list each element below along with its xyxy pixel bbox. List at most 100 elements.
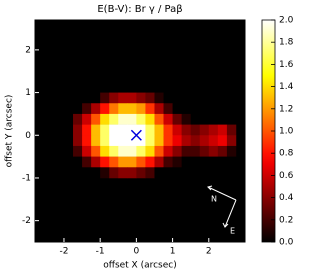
- heatmap-cell: [100, 92, 110, 104]
- heatmap-cell: [73, 103, 83, 115]
- heatmap-cell: [91, 135, 101, 147]
- heatmap-cell: [208, 135, 219, 147]
- heatmap-cell: [82, 103, 92, 115]
- heatmap-cell: [190, 92, 201, 104]
- heatmap-cell: [73, 92, 83, 104]
- x-tick-label: 2: [206, 247, 212, 257]
- x-tick-label: 1: [170, 247, 176, 257]
- heatmap-cell: [163, 135, 173, 147]
- heatmap-cell: [127, 135, 137, 147]
- heatmap-cell: [154, 145, 164, 157]
- heatmap-cell: [154, 135, 164, 147]
- heatmap-cell: [226, 156, 237, 168]
- heatmap-cell: [181, 167, 191, 179]
- colorbar-tick-label: 0.2: [279, 215, 293, 225]
- heatmap-cell: [109, 145, 119, 157]
- heatmap-cell: [73, 167, 83, 179]
- colorbar-tick-label: 1.8: [279, 38, 294, 48]
- heatmap-cell: [181, 135, 191, 147]
- heatmap-cell: [109, 92, 119, 104]
- chart: N E E(B-V): Br γ / Paβ offset X (arcsec)…: [5, 4, 294, 271]
- heatmap-cell: [118, 167, 128, 179]
- compass-north: N: [211, 195, 217, 204]
- heatmap-cell: [154, 113, 164, 125]
- heatmap-cell: [208, 92, 219, 104]
- heatmap-cell: [127, 145, 137, 157]
- heatmap-cell: [199, 135, 210, 147]
- heatmap-cell: [208, 167, 219, 179]
- heatmap-cell: [82, 92, 92, 104]
- heatmap-cell: [217, 156, 228, 168]
- heatmap-cell: [91, 145, 101, 157]
- x-tick-label: -2: [59, 247, 68, 257]
- y-tick-label: -1: [22, 173, 31, 183]
- heatmap-cell: [208, 156, 219, 168]
- heatmap-cell: [118, 145, 128, 157]
- colorbar-tick-label: 0.6: [279, 171, 294, 181]
- heatmap-cell: [172, 124, 182, 136]
- heatmap-cell: [154, 156, 164, 168]
- heatmap-cell: [109, 156, 119, 168]
- heatmap-cell: [73, 124, 83, 136]
- heatmap-cell: [172, 156, 182, 168]
- heatmap-cell: [136, 167, 146, 179]
- heatmap-cell: [199, 103, 210, 115]
- heatmap-cell: [109, 124, 119, 136]
- heatmap-cell: [190, 103, 201, 115]
- heatmap-cell: [109, 167, 119, 179]
- heatmap-cell: [127, 156, 137, 168]
- heatmap-cell: [100, 167, 110, 179]
- heatmap-cell: [136, 113, 146, 125]
- colorbar-tick-label: 1.4: [279, 82, 294, 92]
- heatmap-cell: [100, 156, 110, 168]
- heatmap-cell: [163, 113, 173, 125]
- heatmap-cell: [100, 113, 110, 125]
- heatmap-cell: [82, 167, 92, 179]
- heatmap-cell: [109, 103, 119, 115]
- heatmap-cell: [217, 92, 228, 104]
- colorbar-tick-label: 0.0: [279, 238, 294, 248]
- heatmap-cell: [100, 145, 110, 157]
- heatmap-cell: [82, 156, 92, 168]
- x-tick-label: 0: [134, 247, 140, 257]
- heatmap-cell: [118, 103, 128, 115]
- heatmap-cell: [127, 103, 137, 115]
- heatmap-cell: [73, 113, 83, 125]
- heatmap-cell: [154, 103, 164, 115]
- heatmap-cell: [154, 124, 164, 136]
- heatmap-cell: [181, 103, 191, 115]
- heatmap-cell: [91, 103, 101, 115]
- heatmap-cell: [82, 135, 92, 147]
- chart-title: E(B-V): Br γ / Paβ: [97, 4, 182, 15]
- heatmap-cell: [217, 135, 228, 147]
- heatmap-cell: [181, 92, 191, 104]
- heatmap-cell: [163, 145, 173, 157]
- heatmap-cell: [199, 156, 210, 168]
- heatmap-cell: [172, 167, 182, 179]
- heatmap-cell: [226, 113, 237, 125]
- heatmap-cell: [82, 113, 92, 125]
- heatmap-cell: [127, 92, 137, 104]
- heatmap-cell: [163, 156, 173, 168]
- colorbar-tick-label: 2.0: [279, 16, 294, 26]
- heatmap-cell: [145, 124, 155, 136]
- heatmap-cell: [199, 167, 210, 179]
- plot-frame: [34, 19, 246, 243]
- heatmap-cell: [226, 92, 237, 104]
- heatmap-cell: [199, 124, 210, 136]
- heatmap-cell: [226, 167, 237, 179]
- compass: [207, 185, 237, 228]
- heatmap-cell: [118, 156, 128, 168]
- heatmap-cell: [145, 135, 155, 147]
- heatmap-cell: [172, 113, 182, 125]
- heatmap-cell: [145, 156, 155, 168]
- heatmap-cell: [199, 92, 210, 104]
- heatmap-cell: [127, 113, 137, 125]
- heatmap-cell: [145, 113, 155, 125]
- heatmap-cell: [154, 167, 164, 179]
- heatmap-cell: [199, 145, 210, 157]
- heatmap-cell: [91, 92, 101, 104]
- heatmap-cell: [91, 113, 101, 125]
- heatmap-cell: [145, 92, 155, 104]
- heatmap-cell: [172, 103, 182, 115]
